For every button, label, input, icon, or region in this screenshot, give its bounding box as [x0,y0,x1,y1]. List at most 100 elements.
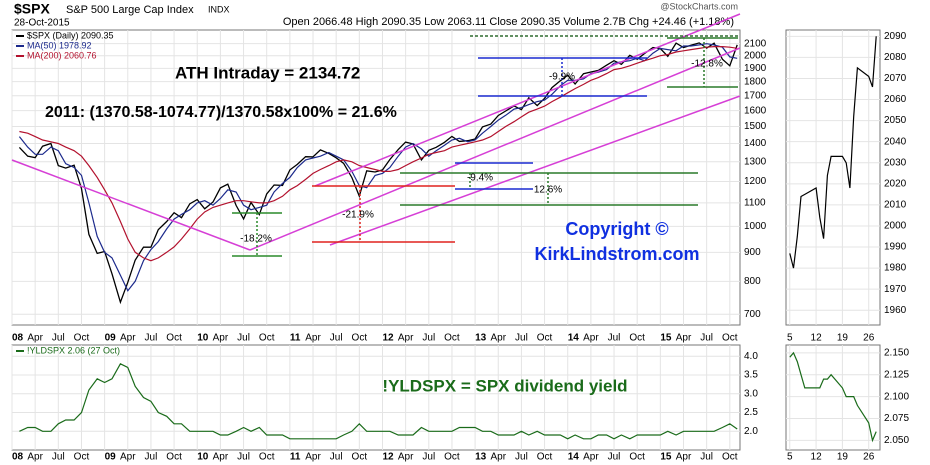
x-tick-label: 13 [475,452,487,463]
x-tick-label: Jul [700,333,713,344]
y-tick-label: 1400 [744,138,767,149]
y-tick-label: 2080 [884,52,907,63]
x-tick-label: Oct [166,333,182,344]
x-tick-label: Jul [608,333,621,344]
x-tick-label: Jul [422,333,435,344]
annotation: -18.2% [240,234,272,245]
x-tick-label: Apr [398,333,414,344]
index-name: S&P 500 Large Cap Index [66,4,194,16]
x-tick-label: 11 [290,452,301,463]
x-tick-label: Apr [676,452,692,463]
y-tick-label: 3.0 [744,388,758,399]
x-tick-label: Jul [237,333,250,344]
legend-label: MA(50) 1978.92 [27,40,92,50]
annotation: -12.8% [691,59,723,70]
x-tick-label: 26 [863,333,875,344]
y-tick-label: 2.050 [884,435,909,446]
x-tick-label: 5 [787,452,793,463]
y-tick-label: 2060 [884,94,907,105]
trend-line [11,159,251,251]
x-tick-label: Apr [27,333,43,344]
y-tick-label: 2.075 [884,413,909,424]
trend-line [329,95,741,246]
x-tick-label: Apr [583,333,599,344]
x-tick-label: Jul [608,452,621,463]
series-line [19,363,738,440]
y-tick-label: 3.5 [744,370,758,381]
mini-price-panel [785,29,881,326]
x-tick-label: Apr [398,452,414,463]
trend-line [249,47,741,251]
x-tick-label: Apr [27,452,43,463]
y-tick-label: 1970 [884,284,907,295]
x-tick-label: 10 [197,333,209,344]
x-tick-label: Apr [490,452,506,463]
y-tick-label: 2030 [884,157,907,168]
x-tick-label: Jul [515,333,528,344]
annotation: -21.9% [342,210,374,221]
y-tick-label: 4.0 [744,351,758,362]
y-tick-label: 1960 [884,305,907,316]
x-tick-label: Oct [259,333,275,344]
quote: Open 2066.48 High 2090.35 Low 2063.11 Cl… [283,16,734,28]
y-tick-label: 1990 [884,242,907,253]
annotation: -9.9% [549,72,575,83]
y-tick-label: 1500 [744,121,767,132]
y-tick-label: 1980 [884,263,907,274]
x-tick-label: 13 [475,333,487,344]
y-tick-label: 2020 [884,178,907,189]
series-line [18,43,738,292]
y-tick-label: 1100 [744,198,766,209]
x-tick-label: Oct [166,452,182,463]
annotation: 12.6% [534,185,562,196]
x-tick-label: Jul [52,333,65,344]
x-tick-label: Oct [537,333,553,344]
legend-label: !YLDSPX 2.06 (27 Oct) [27,345,120,355]
annotation: -9.4% [467,173,493,184]
y-tick-label: 2100 [744,38,767,49]
y-tick-label: 2.5 [744,407,758,418]
x-tick-label: Oct [352,333,368,344]
y-tick-label: 1800 [744,76,767,87]
x-tick-label: Apr [583,452,599,463]
legend-label: MA(200) 2060.76 [27,50,97,60]
x-tick-label: 19 [837,333,849,344]
x-tick-label: Oct [352,452,368,463]
x-tick-label: Oct [259,452,275,463]
y-tick-label: 2050 [884,115,907,126]
y-tick-label: 1000 [744,221,767,232]
y-tick-label: 700 [744,309,761,320]
x-tick-label: Oct [722,452,738,463]
annotation: KirkLindstrom.com [534,244,699,264]
exchange: INDX [208,4,230,14]
x-tick-label: 11 [290,333,301,344]
x-tick-label: 12 [811,452,823,463]
x-tick-label: Oct [537,452,553,463]
y-tick-label: 2040 [884,136,907,147]
x-tick-label: Apr [676,333,692,344]
x-tick-label: 12 [382,452,394,463]
x-tick-label: Oct [629,333,645,344]
x-tick-label: 08 [12,333,24,344]
x-tick-label: 26 [863,452,875,463]
x-tick-label: 14 [568,333,580,344]
y-tick-label: 2000 [884,221,907,232]
annotation: Copyright © [565,219,668,239]
x-tick-label: Apr [213,452,229,463]
x-tick-label: Apr [305,452,321,463]
x-tick-label: 15 [660,333,672,344]
y-tick-label: 2.125 [884,369,909,380]
y-tick-label: 800 [744,276,761,287]
watermark: @StockCharts.com [660,1,738,11]
y-tick-label: 1900 [744,63,767,74]
x-tick-label: 12 [811,333,823,344]
annotation: !YLDSPX = SPX dividend yield [382,376,627,395]
y-tick-label: 2000 [744,50,767,61]
x-tick-label: 19 [837,452,849,463]
y-tick-label: 2070 [884,73,907,84]
y-tick-label: 1700 [744,90,767,101]
x-tick-label: Jul [237,452,250,463]
x-tick-label: Oct [74,452,90,463]
